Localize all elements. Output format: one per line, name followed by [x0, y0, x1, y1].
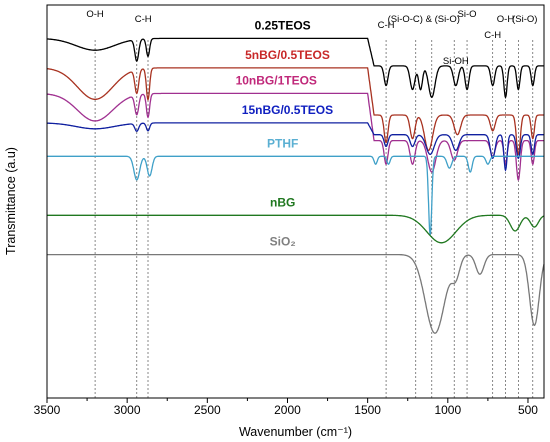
series-label: 15nBG/0.5TEOS — [242, 103, 333, 117]
annotation-label: C-H — [135, 14, 152, 25]
x-axis-title: Wavenumber (cm⁻¹) — [239, 425, 352, 439]
annotation-label: (Si-O) — [512, 14, 537, 25]
series-line — [47, 253, 545, 334]
x-tick-label: 500 — [518, 403, 538, 417]
x-tick-label: 1500 — [354, 403, 381, 417]
x-tick-label: 3000 — [114, 403, 141, 417]
annotation-label: O-H — [86, 9, 104, 20]
series-line — [47, 214, 545, 244]
x-tick-label: 3500 — [34, 403, 61, 417]
series-label: nBG — [270, 195, 295, 209]
annotation-label: (Si-O-C) & (Si-O) — [388, 14, 460, 25]
annotation-label: C-H — [484, 30, 501, 41]
series-label: 0.25TEOS — [255, 18, 311, 32]
series-label: 5nBG/0.5TEOS — [245, 48, 330, 62]
series-label: 10nBG/1TEOS — [236, 73, 317, 87]
series-line — [47, 92, 544, 182]
annotation-label: O-H — [497, 14, 515, 25]
series-labels: 0.25TEOS 5nBG/0.5TEOS 10nBG/1TEOS 15nBG/0.5… — [236, 18, 334, 248]
series-line — [46, 67, 544, 156]
series-line — [47, 122, 544, 172]
series-label: PTHF — [267, 136, 298, 150]
annotations: O-H C-HC-H(Si-O-C) & (Si-O)Si-OSi-OHC-HO-… — [86, 9, 537, 67]
x-tick-label: 1000 — [434, 403, 461, 417]
annotation-label: C-H — [378, 20, 395, 31]
annotation-label: Si-OH — [443, 56, 469, 67]
series-line — [47, 155, 544, 236]
y-axis-title: Transmittance (a.u) — [4, 147, 18, 255]
x-tick-label: 2000 — [274, 403, 301, 417]
series-label: SiO₂ — [270, 235, 296, 249]
series-line — [47, 37, 544, 100]
plot-frame — [46, 4, 545, 399]
x-axis-ticks: 3500 3000 2500 2000 1500 1000 500 — [34, 398, 538, 417]
series-layer — [46, 37, 545, 334]
x-tick-label: 2500 — [194, 403, 221, 417]
annotation-label: Si-O — [458, 9, 477, 20]
